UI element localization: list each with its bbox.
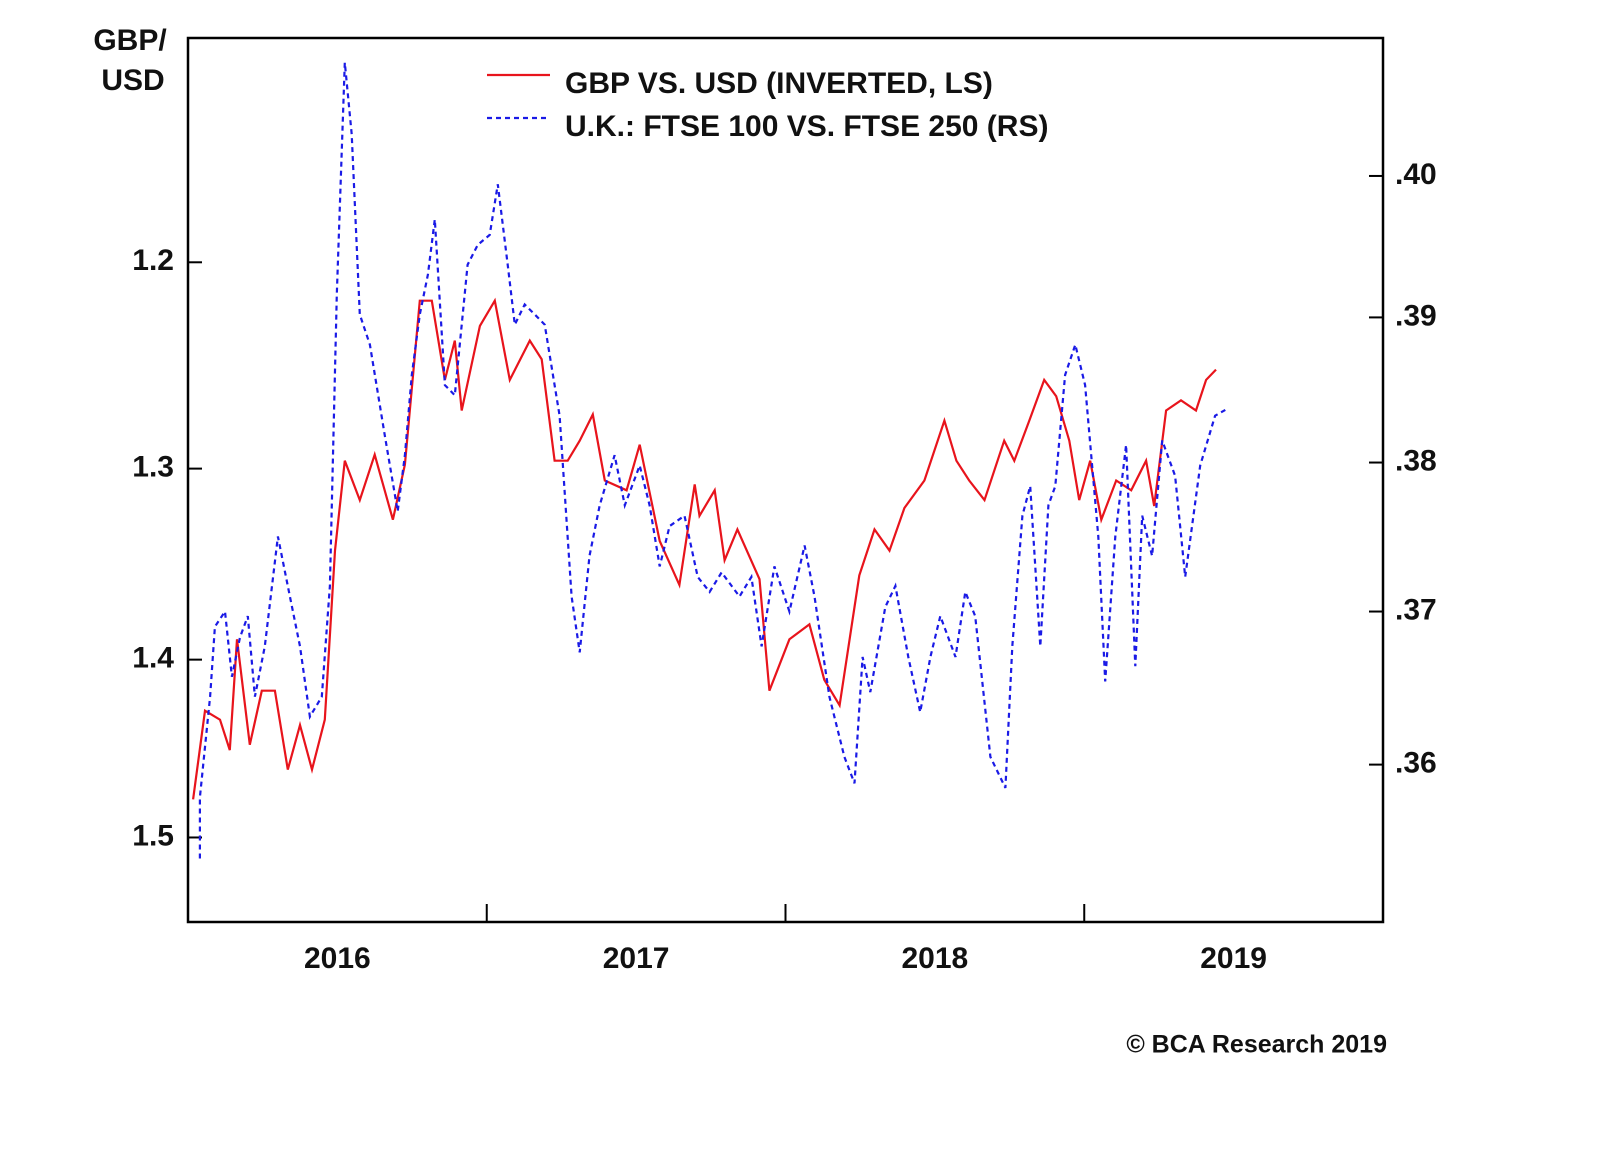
y-tick-label: 1.4 (132, 642, 174, 675)
y-label: USD (101, 64, 164, 97)
y2-tick-label: .37 (1395, 593, 1437, 626)
x-tick-label: 2017 (603, 942, 670, 975)
legend-label: GBP VS. USD (INVERTED, LS) (565, 67, 993, 100)
credit: © BCA Research 2019 (1126, 1031, 1387, 1059)
legend-label: U.K.: FTSE 100 VS. FTSE 250 (RS) (565, 110, 1048, 143)
y-tick-label: 1.3 (132, 451, 174, 484)
y2-tick-label: .40 (1395, 158, 1437, 191)
y2-tick-label: .36 (1395, 747, 1437, 780)
y2-tick-label: .39 (1395, 299, 1437, 332)
series-line (192, 297, 1217, 800)
y-tick-label: 1.5 (132, 819, 174, 852)
x-tick-label: 2019 (1200, 942, 1267, 975)
x-tick-label: 2018 (902, 942, 969, 975)
x-tick-label: 2016 (304, 942, 371, 975)
series-line (198, 62, 1226, 859)
y2-tick-label: .38 (1395, 444, 1437, 477)
y-label: GBP/ (93, 24, 167, 57)
y-tick-label: 1.2 (132, 244, 174, 277)
